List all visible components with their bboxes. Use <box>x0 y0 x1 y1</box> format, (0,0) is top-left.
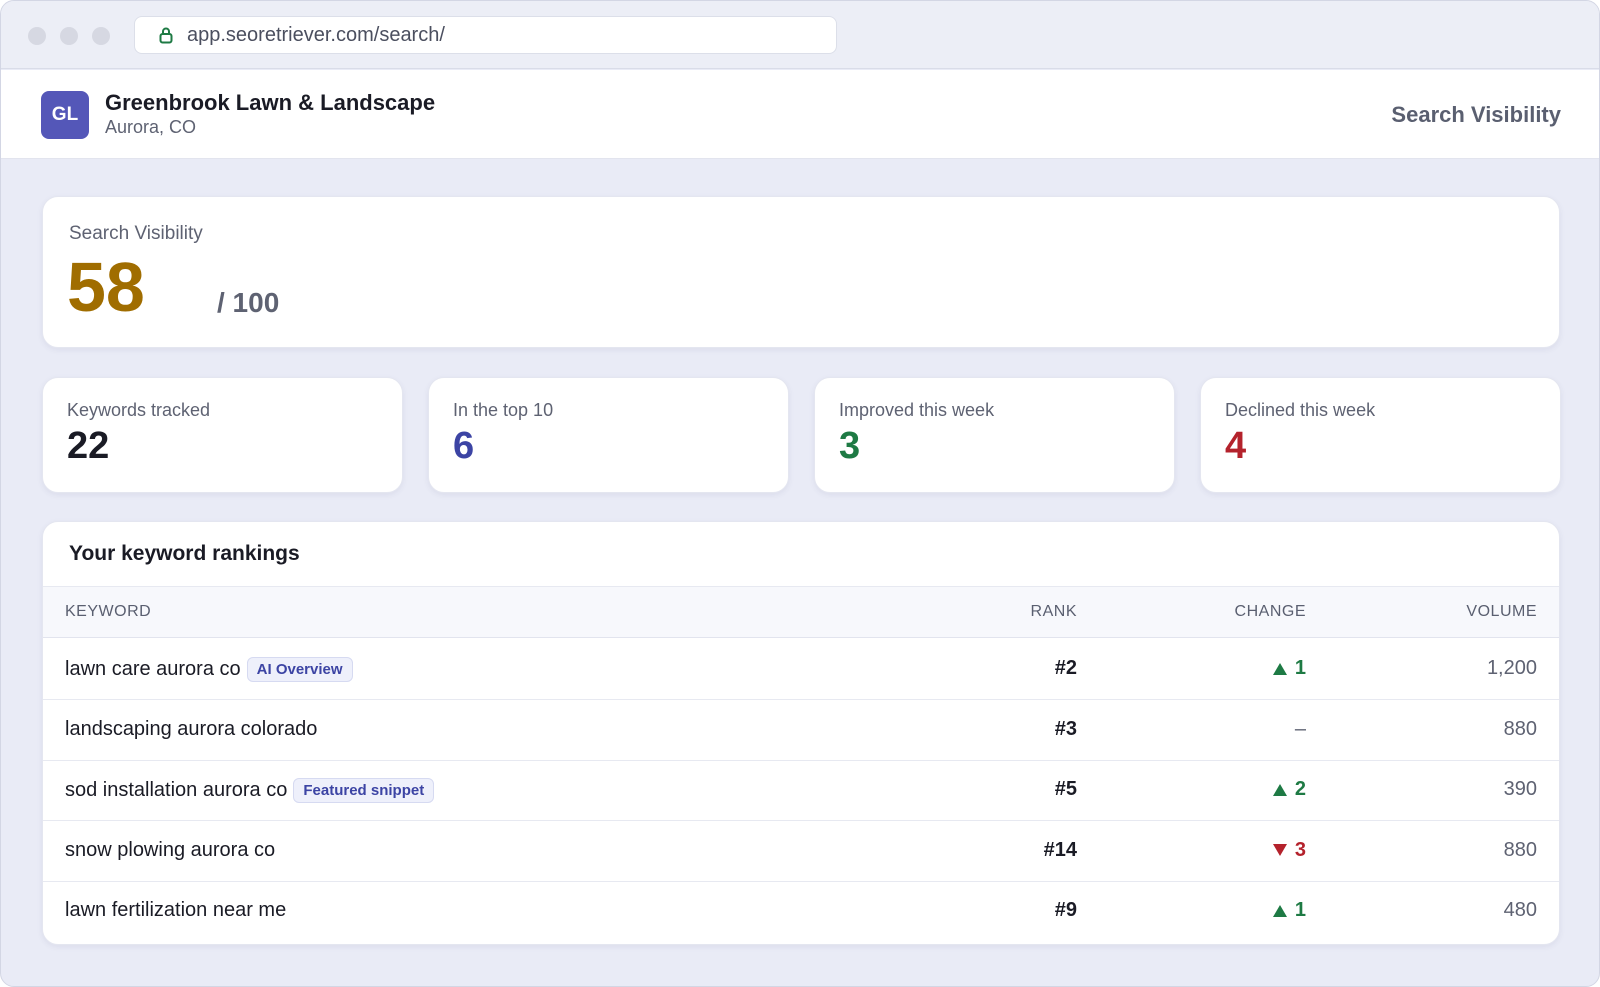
rank-cell: #5 <box>1054 778 1077 800</box>
window-minimize-button[interactable] <box>60 27 78 45</box>
table-row[interactable]: sod installation aurora co Featured snipp… <box>43 760 1559 821</box>
keyword-text: sod installation aurora co <box>65 779 288 801</box>
stat-card-top-10: In the top 10 6 <box>428 377 789 493</box>
visibility-label: Search Visibility <box>69 223 203 244</box>
volume-cell: 390 <box>1503 778 1537 800</box>
keyword-cell: landscaping aurora colorado <box>65 718 317 741</box>
url-text: app.seoretriever.com/search/ <box>187 23 445 46</box>
change-value: 2 <box>1294 778 1306 800</box>
browser-titlebar: app.seoretriever.com/search/ <box>1 1 1599 69</box>
arrow-up-icon <box>1272 783 1287 796</box>
visibility-score: 58 <box>67 248 145 326</box>
keyword-cell: sod installation aurora co Featured snipp… <box>65 778 435 803</box>
arrow-up-icon <box>1272 904 1287 917</box>
rank-cell: #3 <box>1054 717 1077 740</box>
keyword-text: landscaping aurora colorado <box>65 717 318 740</box>
page-title: Search Visibility <box>1391 102 1561 127</box>
rank-cell: #9 <box>1054 899 1077 921</box>
visibility-max: / 100 <box>217 287 280 318</box>
table-header: KEYWORD RANK CHANGE VOLUME <box>43 586 1559 638</box>
stat-value: 4 <box>1225 425 1247 467</box>
arrow-down-icon <box>1272 844 1287 856</box>
stat-value: 6 <box>453 425 475 467</box>
table-row[interactable]: snow plowing aurora co #14 3 880 <box>43 821 1559 882</box>
stat-card-improved: Improved this week 3 <box>814 377 1175 493</box>
keyword-cell: lawn care aurora co AI Overview <box>65 657 353 682</box>
table-row[interactable]: lawn care aurora co AI Overview #2 1 1,200 <box>43 639 1559 700</box>
change-value: – <box>1294 717 1306 740</box>
column-header-keyword[interactable]: KEYWORD <box>65 603 152 620</box>
rank-cell: #2 <box>1054 657 1077 679</box>
change-cell: – <box>1295 718 1306 741</box>
volume-cell: 1,200 <box>1486 657 1537 679</box>
serp-feature-badge: Featured snippet <box>293 778 435 803</box>
stat-value: 22 <box>67 425 110 467</box>
lock-icon <box>157 26 175 44</box>
serp-feature-badge: AI Overview <box>246 657 353 682</box>
stat-label: Improved this week <box>839 400 995 420</box>
table-row[interactable]: landscaping aurora colorado #3 – 880 <box>43 700 1559 761</box>
change-cell: 1 <box>1272 899 1306 922</box>
keyword-rankings-card: Your keyword rankings KEYWORD RANK CHANG… <box>42 521 1560 945</box>
change-cell: 1 <box>1272 657 1306 680</box>
app-header: GL Greenbrook Lawn & Landscape Aurora, C… <box>1 70 1599 159</box>
change-value: 3 <box>1294 838 1306 861</box>
change-value: 1 <box>1294 899 1306 921</box>
change-cell: 3 <box>1272 838 1306 862</box>
column-header-change[interactable]: CHANGE <box>1234 603 1306 620</box>
visibility-score-card: Search Visibility 58 / 100 <box>42 196 1560 348</box>
rank-cell: #14 <box>1043 838 1077 861</box>
volume-cell: 880 <box>1503 838 1537 861</box>
keyword-cell: lawn fertilization near me <box>65 899 286 922</box>
address-bar[interactable]: app.seoretriever.com/search/ <box>134 16 837 54</box>
window-close-button[interactable] <box>28 27 46 45</box>
stat-card-keywords-tracked: Keywords tracked 22 <box>42 377 403 493</box>
stat-value: 3 <box>839 425 861 467</box>
business-name: Greenbrook Lawn & Landscape <box>105 90 436 115</box>
keyword-cell: snow plowing aurora co <box>65 839 275 862</box>
arrow-up-icon <box>1272 662 1287 675</box>
column-header-rank[interactable]: RANK <box>1030 603 1077 620</box>
change-value: 1 <box>1294 657 1306 679</box>
keyword-text: snow plowing aurora co <box>65 838 276 861</box>
rankings-title: Your keyword rankings <box>69 542 300 565</box>
column-header-volume[interactable]: VOLUME <box>1466 603 1537 620</box>
volume-cell: 480 <box>1503 899 1537 921</box>
stat-card-declined: Declined this week 4 <box>1200 377 1561 493</box>
business-location: Aurora, CO <box>105 117 197 137</box>
table-row[interactable]: lawn fertilization near me #9 1 480 <box>43 881 1559 942</box>
keyword-text: lawn care aurora co <box>65 658 241 680</box>
business-avatar: GL <box>41 91 89 139</box>
stat-label: In the top 10 <box>453 400 554 420</box>
stat-label: Keywords tracked <box>67 400 211 420</box>
keyword-text: lawn fertilization near me <box>65 899 287 921</box>
volume-cell: 880 <box>1503 717 1537 740</box>
window-maximize-button[interactable] <box>92 27 110 45</box>
stat-label: Declined this week <box>1225 400 1376 420</box>
change-cell: 2 <box>1272 778 1306 801</box>
